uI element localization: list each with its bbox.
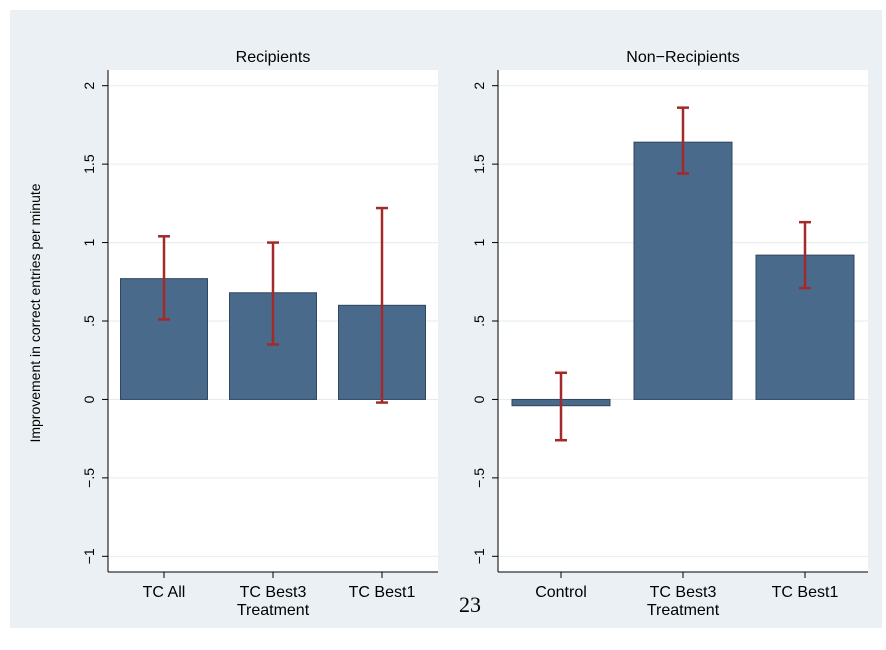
x-tick-label: TC Best3 [650,584,717,601]
recipients-panel: −1 −.5 0 .5 1 1.5 2 TC All TC Best3 TC Best1 Rec… [27,49,438,619]
y-tick-label: .5 [81,315,97,327]
bar [633,141,733,400]
x-axis: TC All TC Best3 TC Best1 [108,571,438,601]
y-tick-label: −.5 [81,468,97,488]
y-axis: −1 −.5 0 .5 1 1.5 2 [81,70,109,572]
error-bars [555,106,811,442]
y-tick-label: 1 [81,238,97,246]
panel-title: Non−Recipients [626,49,739,66]
y-tick-label: .5 [471,315,487,327]
x-tick-label: TC Best1 [772,584,839,601]
x-tick-label: TC Best3 [240,584,307,601]
x-axis-title: Treatment [647,602,720,619]
x-tick-label: Control [535,584,587,601]
y-tick-label: −1 [471,548,487,564]
error-bars [158,206,388,404]
page-number: 23 [459,592,481,617]
y-tick-label: −1 [81,548,97,564]
y-tick-label: 1.5 [471,154,487,174]
y-tick-label: 0 [471,395,487,403]
y-tick-label: −.5 [471,468,487,488]
y-axis: −1 −.5 0 .5 1 1.5 2 [471,70,499,572]
panel-title: Recipients [236,49,311,66]
y-tick-label: 1.5 [81,154,97,174]
x-axis-title: Treatment [237,602,310,619]
y-tick-label: 2 [471,82,487,90]
non-recipients-panel: −1 −.5 0 .5 1 1.5 2 Control TC Best3 TC Best1 No… [471,49,868,619]
y-tick-label: 2 [81,82,97,90]
y-tick-label: 0 [81,395,97,403]
x-tick-label: TC All [143,584,186,601]
y-axis-title: Improvement in correct entries per minut… [27,183,43,442]
x-tick-label: TC Best1 [349,584,416,601]
y-tick-label: 1 [471,238,487,246]
x-axis: Control TC Best3 TC Best1 [498,571,868,601]
